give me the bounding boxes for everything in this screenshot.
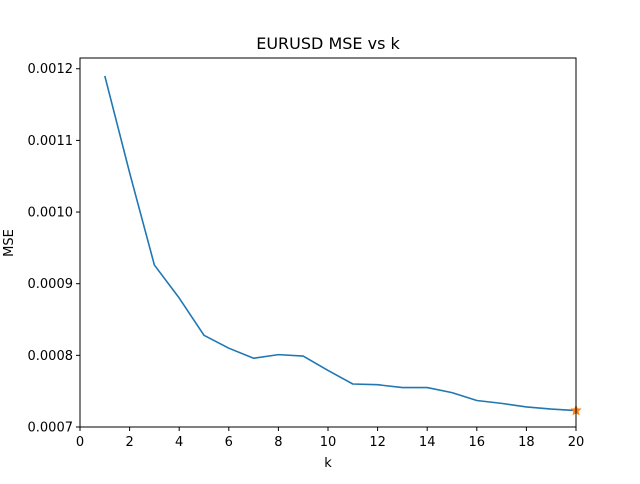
y-tick-label: 0.0012 — [28, 62, 74, 77]
x-tick-label: 10 — [320, 435, 337, 450]
y-tick-label: 0.0007 — [28, 421, 74, 436]
y-axis-label: MSE — [2, 229, 17, 257]
y-tick-label: 0.0010 — [28, 206, 74, 221]
x-axis-label: k — [324, 456, 332, 471]
x-tick-label: 8 — [274, 435, 282, 450]
x-tick-label: 6 — [225, 435, 233, 450]
x-tick-label: 12 — [369, 435, 386, 450]
x-tick-label: 2 — [125, 435, 133, 450]
plot-layer — [104, 75, 582, 416]
x-tick-label: 20 — [568, 435, 585, 450]
plot-frame — [79, 57, 577, 428]
x-tick-label: 4 — [175, 435, 183, 450]
y-tick-label: 0.0011 — [28, 134, 74, 149]
x-tick-label: 18 — [518, 435, 535, 450]
chart-title: EURUSD MSE vs k — [256, 34, 400, 53]
y-tick-label: 0.0008 — [28, 349, 74, 364]
x-tick-label: 16 — [469, 435, 486, 450]
tick-layer: 0 2 4 6 8 10 12 14 16 18 20 0.0007 0.0008 0.0009 0.001… — [28, 62, 585, 450]
y-tick-label: 0.0009 — [28, 277, 74, 292]
x-tick-label: 0 — [76, 435, 84, 450]
x-tick-label: 14 — [419, 435, 436, 450]
mse-series-line — [104, 75, 577, 412]
